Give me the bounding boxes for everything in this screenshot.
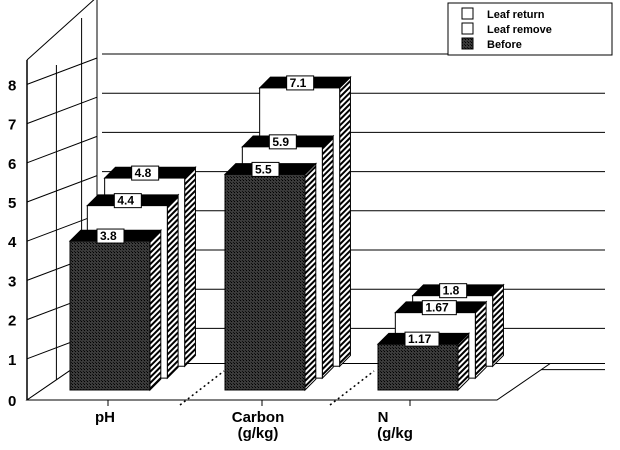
category-separator [329, 370, 375, 406]
y-tick-label: 6 [8, 156, 16, 173]
axis-layer: 0 1 2 3 4 5 6 7 8 pH Carbon(g/kg) N(g/kg [8, 60, 413, 442]
gridline-side [26, 57, 98, 85]
data-label-box [96, 228, 125, 244]
data-label: 7.1 [290, 76, 307, 90]
data-label: 4.4 [117, 194, 134, 208]
y-tick-label: 7 [8, 117, 16, 134]
legend-box [447, 2, 613, 56]
data-label: 1.67 [425, 301, 449, 315]
bar-side [304, 162, 317, 392]
x-category-label: (g/kg) [238, 425, 279, 442]
gridline-side [26, 96, 98, 125]
bar-side [149, 229, 162, 392]
data-label-box [131, 165, 160, 181]
x-category-label: pH [95, 409, 115, 426]
data-label-box [439, 283, 468, 299]
data-label-box [268, 134, 297, 150]
y-tick-label: 8 [8, 77, 16, 94]
x-category-label: (g/kg [377, 425, 413, 442]
data-label-box [421, 300, 457, 316]
legend: Leaf return Leaf remove Before [447, 2, 613, 56]
legend-label: Leaf return [487, 9, 545, 21]
data-label: 4.8 [135, 166, 152, 180]
bar-side [184, 166, 196, 368]
data-label-box [404, 331, 440, 347]
legend-swatch [461, 7, 474, 20]
data-label-box [113, 193, 142, 209]
gridline-side [26, 175, 98, 203]
y-tick-label: 4 [8, 234, 17, 251]
bar-before [69, 240, 151, 391]
legend-label: Before [487, 39, 522, 51]
y-tick-label: 0 [8, 393, 16, 410]
y-tick-label: 5 [8, 195, 16, 212]
bar-side [474, 300, 487, 380]
bar-before [377, 343, 459, 391]
gridline-side [26, 214, 98, 242]
bar-side [339, 75, 351, 368]
category-separator [179, 370, 225, 406]
data-label: 3.8 [100, 229, 117, 243]
bar-side [321, 134, 334, 380]
y-tick-label: 1 [8, 352, 16, 369]
x-category-label: Carbon [232, 409, 285, 426]
data-label-box [251, 161, 280, 177]
data-label: 5.9 [272, 135, 289, 149]
legend-swatch [461, 22, 474, 35]
bar-before [224, 173, 306, 391]
bar-side [166, 193, 179, 380]
x-category-label: N [378, 409, 389, 426]
data-label-box [286, 75, 315, 91]
data-label: 1.17 [408, 332, 432, 346]
gridline-side [26, 135, 98, 164]
bars-layer: 4.8 7.1 1.8 4.4 5.9 1.67 3.8 5.5 1.17 [68, 75, 505, 392]
data-label: 5.5 [255, 162, 272, 176]
y-tick-label: 2 [8, 313, 16, 330]
legend-swatch [461, 37, 474, 50]
bar-side [492, 283, 504, 368]
legend-label: Leaf remove [487, 24, 552, 36]
data-label: 1.8 [443, 284, 460, 298]
y-tick-label: 3 [8, 273, 16, 290]
